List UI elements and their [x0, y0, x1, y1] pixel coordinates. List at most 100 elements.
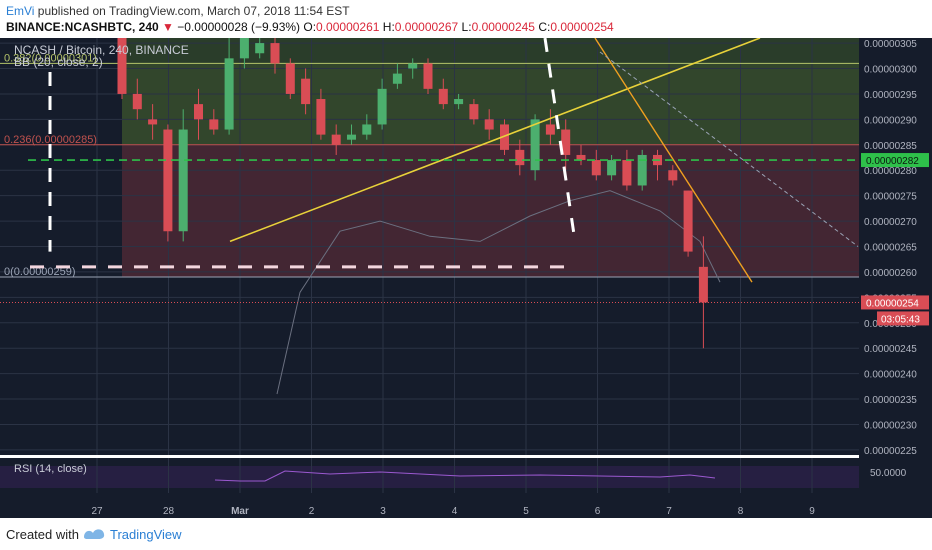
- candle-body: [362, 124, 372, 135]
- last-price-label: 0.00000254: [866, 298, 919, 309]
- chart-title: NCASH / Bitcoin, 240, BINANCE: [14, 43, 189, 57]
- candle-body: [316, 99, 326, 135]
- price-change: −0.00000028 (−9.93%): [177, 20, 301, 34]
- price-chart[interactable]: 27 28 Mar 2 3 4 5 6 7 8 9 0.382(0.00000301) 0.236(0.…: [0, 38, 932, 518]
- time-tick-label: 6: [595, 506, 601, 517]
- time-tick-label: 7: [666, 506, 672, 517]
- time-tick-label: 5: [523, 506, 529, 517]
- bb-indicator-label: BB (20, close, 2): [14, 55, 103, 69]
- candle-body: [270, 43, 280, 64]
- trendline-support: [229, 38, 761, 243]
- candle-body: [331, 134, 341, 145]
- close-value: 0.00000254: [550, 20, 614, 34]
- candle-body: [392, 73, 402, 84]
- price-axis: [859, 38, 932, 518]
- price-tick-label: 0.00000290: [864, 115, 917, 126]
- projection-line: [599, 51, 859, 247]
- candle-body: [194, 104, 203, 120]
- close-label: C:: [538, 20, 551, 34]
- price-tick-label: 0.00000280: [864, 166, 917, 177]
- time-tick-label: Mar: [231, 506, 249, 517]
- candle-body: [668, 170, 678, 181]
- fib-level-label: 0(0.00000259): [4, 266, 76, 278]
- time-tick-label: 3: [380, 506, 386, 517]
- candle-body: [423, 63, 433, 89]
- candle-body: [576, 154, 586, 161]
- candle-body: [224, 58, 234, 130]
- price-tick-label: 0.00000305: [864, 39, 917, 50]
- countdown-label: 03:05:43: [881, 314, 920, 325]
- diagonal-dashed-marker: [543, 38, 577, 242]
- candle-body: [347, 134, 356, 140]
- rsi-title: RSI (14, close): [14, 463, 87, 475]
- price-tick-label: 0.00000275: [864, 192, 917, 203]
- price-tick-label: 0.00000235: [864, 395, 917, 406]
- chart-header: EmVi published on TradingView.com, March…: [0, 0, 932, 38]
- publish-info: EmVi published on TradingView.com, March…: [6, 4, 350, 18]
- low-value: 0.00000245: [471, 20, 535, 34]
- fib-zone-0382: [122, 63, 859, 145]
- candle-body: [239, 38, 249, 59]
- high-label: H:: [382, 20, 395, 34]
- candle-body: [515, 149, 525, 166]
- price-tick-label: 0.00000270: [864, 217, 917, 228]
- candle-body: [209, 119, 219, 130]
- green-line-price-label: 0.00000282: [866, 156, 919, 167]
- candle-body: [148, 119, 158, 125]
- candle-body: [178, 129, 188, 232]
- candle-body: [637, 154, 647, 186]
- candle-body: [132, 93, 142, 110]
- rsi-line: [214, 470, 716, 482]
- price-tick-label: 0.00000240: [864, 370, 917, 381]
- fib-level-label: 0.382(0.00000301): [4, 52, 97, 64]
- time-tick-label: 27: [91, 506, 103, 517]
- ohlc-line: BINANCE:NCASHBTC, 240 ▼ −0.00000028 (−9.…: [6, 20, 614, 34]
- rsi-tick-label: 50.0000: [870, 468, 907, 479]
- last-price-tag: [861, 295, 929, 310]
- fib-zone-0236: [122, 144, 859, 278]
- green-line-price-tag: [861, 153, 929, 168]
- candle-body: [408, 63, 418, 69]
- candle-body: [545, 124, 555, 135]
- candle-body: [469, 104, 479, 120]
- candle-body: [454, 99, 464, 105]
- published-text: published on TradingView.com, March 07, …: [34, 4, 350, 18]
- author-link[interactable]: EmVi: [6, 4, 35, 18]
- countdown-tag: [877, 311, 929, 326]
- price-tick-label: 0.00000265: [864, 243, 917, 254]
- candle-body: [163, 129, 173, 232]
- candle-body: [301, 78, 311, 105]
- time-tick-label: 4: [452, 506, 458, 517]
- price-tick-label: 0.00000300: [864, 65, 917, 76]
- high-value: 0.00000267: [394, 20, 459, 34]
- candle-body: [377, 88, 387, 125]
- candle-body: [530, 119, 540, 171]
- open-value: 0.00000261: [316, 20, 380, 34]
- open-label: O:: [303, 20, 317, 34]
- footer: Created with TradingView: [0, 518, 932, 550]
- price-tick-label: 0.00000285: [864, 141, 917, 152]
- trendline-resistance: [594, 38, 753, 283]
- tradingview-brand-link[interactable]: TradingView: [110, 527, 182, 542]
- time-tick-label: 9: [809, 506, 815, 517]
- candle-body: [622, 160, 632, 186]
- price-tick-label: 0.00000295: [864, 90, 917, 101]
- time-axis: [0, 493, 859, 518]
- candle-body: [500, 124, 509, 150]
- candle-body: [607, 160, 617, 176]
- time-tick-label: 2: [309, 506, 315, 517]
- candle-body: [285, 63, 295, 94]
- price-tick-label: 0.00000225: [864, 446, 917, 457]
- symbol-line: BINANCE:NCASHBTC, 240: [6, 20, 159, 34]
- time-tick-label: 28: [163, 506, 175, 517]
- candle-body: [683, 190, 693, 252]
- candle-body: [561, 129, 571, 155]
- candle-body: [438, 88, 448, 105]
- price-tick-label: 0.00000230: [864, 420, 917, 431]
- candle-body: [484, 119, 494, 130]
- tradingview-logo-icon: [84, 529, 105, 539]
- time-tick-label: 8: [738, 506, 744, 517]
- price-tick-label: 0.00000245: [864, 344, 917, 355]
- created-with-text: Created with: [6, 527, 79, 542]
- candle-body: [117, 38, 127, 94]
